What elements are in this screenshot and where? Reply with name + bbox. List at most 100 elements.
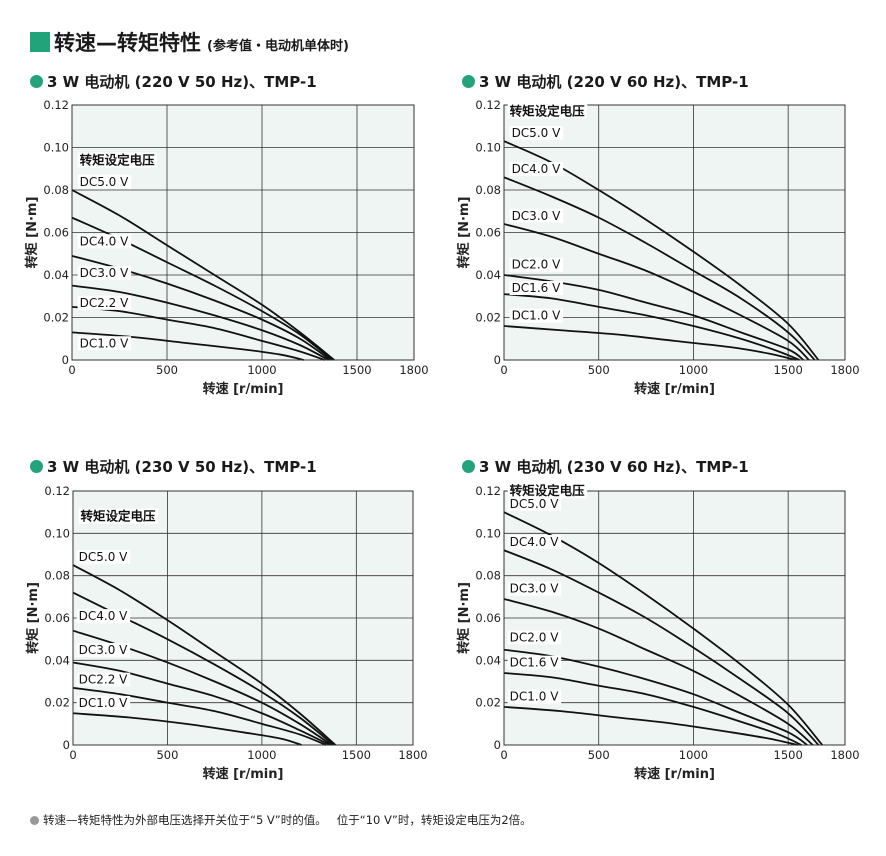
- y-tick-label: 0: [494, 353, 501, 367]
- x-tick-label: 1500: [774, 748, 803, 762]
- series-label: DC3.0 V: [80, 266, 130, 280]
- y-tick-label: 0.10: [44, 526, 70, 540]
- footnote: 转速—转矩特性为外部电压选择开关位于“5 V”时的值。 位于“10 V”时，转矩…: [30, 812, 532, 828]
- bullet-dot-icon: [30, 460, 43, 473]
- label-background: [507, 655, 562, 670]
- label-background: [77, 336, 132, 351]
- legend-title: 转矩设定电压: [510, 483, 586, 498]
- label-background: [509, 281, 564, 295]
- y-tick-label: 0.02: [475, 311, 501, 325]
- x-tick-label: 1800: [398, 748, 427, 762]
- bullet-dot-icon: [30, 75, 43, 88]
- y-tick-label: 0.02: [44, 696, 70, 710]
- y-tick-label: 0.04: [43, 268, 69, 282]
- x-tick-label: 1500: [774, 363, 803, 377]
- x-tick-label: 1000: [679, 363, 708, 377]
- legend-title: 转矩设定电压: [81, 509, 157, 524]
- series-label: DC3.0 V: [79, 643, 129, 657]
- y-tick-label: 0.04: [475, 268, 501, 282]
- y-tick-label: 0.08: [475, 183, 501, 197]
- series-line-4: [71, 284, 329, 361]
- series-label: DC4.0 V: [510, 535, 560, 549]
- series-label: DC2.0 V: [512, 258, 562, 272]
- label-background: [77, 295, 132, 310]
- chart-title-text: 3 W 电动机 (230 V 50 Hz)、: [47, 458, 265, 476]
- label-background: [507, 496, 562, 511]
- chart-title-text: 3 W 电动机 (220 V 50 Hz)、: [47, 73, 265, 91]
- x-axis-label: 转速 [r/min]: [203, 766, 284, 782]
- footnote-dot-icon: [30, 815, 39, 825]
- series-line-1: [71, 189, 335, 361]
- series-label: DC5.0 V: [80, 175, 130, 189]
- y-tick-label: 0: [63, 738, 70, 752]
- series-label: DC3.0 V: [510, 582, 560, 596]
- label-background: [509, 125, 564, 140]
- x-tick-label: 1000: [679, 748, 708, 762]
- series-label: DC4.0 V: [79, 609, 129, 623]
- series-label: DC4.0 V: [80, 234, 130, 248]
- label-background: [76, 695, 131, 710]
- y-tick-label: 0.02: [43, 311, 69, 325]
- label-background: [77, 152, 158, 168]
- label-background: [77, 174, 132, 189]
- chart-title-text: 3 W 电动机 (220 V 60 Hz)、: [479, 73, 697, 91]
- chart-title-model: TMP-1: [264, 72, 317, 91]
- label-background: [509, 257, 564, 272]
- label-background: [507, 483, 588, 499]
- label-background: [509, 308, 564, 323]
- series-line-2: [503, 549, 820, 746]
- chart-title-model: TMP-1: [264, 457, 317, 476]
- legend-title: 转矩设定电压: [510, 104, 586, 119]
- x-tick-label: 1000: [247, 748, 276, 762]
- y-tick-label: 0.02: [475, 696, 501, 710]
- x-axis-label: 转速 [r/min]: [634, 766, 715, 782]
- heading-subtitle: (参考值・电动机单体时): [207, 38, 349, 54]
- bullet-dot-icon: [462, 460, 475, 473]
- x-tick-label: 500: [588, 748, 610, 762]
- y-tick-label: 0: [494, 738, 501, 752]
- x-tick-label: 1500: [342, 363, 371, 377]
- label-background: [507, 581, 562, 596]
- chart-title-model: TMP-1: [696, 457, 749, 476]
- x-tick-label: 1500: [342, 748, 371, 762]
- y-tick-label: 0.08: [475, 569, 501, 583]
- series-line-6: [71, 331, 305, 361]
- series-line-6: [72, 712, 302, 746]
- series-label: DC1.6 V: [512, 281, 562, 295]
- series-label: DC1.0 V: [512, 309, 562, 323]
- label-background: [76, 549, 131, 564]
- chart-title-4: 3 W 电动机 (230 V 60 Hz)、 TMP-1: [462, 456, 749, 477]
- series-label: DC1.0 V: [510, 690, 560, 704]
- series-line-5: [503, 672, 802, 746]
- x-tick-label: 0: [68, 363, 75, 377]
- footnote-text-1: 转速—转矩特性为外部电压选择开关位于“5 V”时的值。: [43, 813, 327, 827]
- series-line-3: [503, 223, 810, 361]
- chart-title-2: 3 W 电动机 (220 V 60 Hz)、 TMP-1: [462, 71, 749, 92]
- y-axis-label: 转矩 [N·m]: [456, 582, 472, 654]
- bullet-dot-icon: [462, 75, 475, 88]
- label-background: [78, 508, 159, 524]
- y-axis-label: 转矩 [N·m]: [25, 582, 41, 654]
- y-tick-label: 0.06: [475, 226, 501, 240]
- series-label: DC4.0 V: [512, 162, 562, 176]
- series-line-5: [71, 305, 325, 361]
- label-background: [77, 234, 132, 249]
- y-tick-label: 0.04: [475, 653, 501, 667]
- label-background: [507, 689, 562, 704]
- y-tick-label: 0.12: [475, 484, 501, 498]
- series-line-4: [72, 661, 331, 746]
- x-tick-label: 0: [69, 748, 76, 762]
- series-label: DC1.6 V: [510, 656, 560, 670]
- heading-title: 转速—转矩特性: [54, 31, 201, 55]
- series-label: DC5.0 V: [512, 126, 562, 140]
- y-tick-label: 0.06: [475, 611, 501, 625]
- label-background: [77, 266, 132, 281]
- chart-title-text: 3 W 电动机 (230 V 60 Hz)、: [479, 458, 697, 476]
- series-label: DC2.0 V: [510, 630, 560, 644]
- y-axis-label: 转矩 [N·m]: [24, 197, 40, 269]
- x-tick-label: 1800: [830, 748, 859, 762]
- y-axis-label: 转矩 [N·m]: [456, 197, 472, 269]
